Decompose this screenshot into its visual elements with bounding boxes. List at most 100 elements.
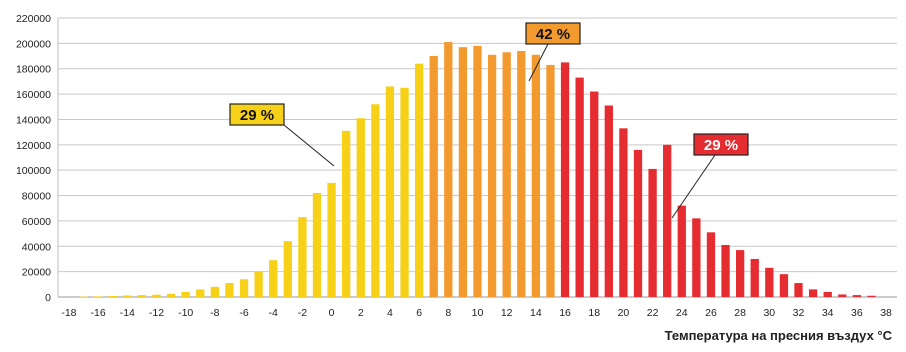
bar <box>400 87 409 297</box>
y-tick-labels: 0 20000 40000 60000 80000 100000 120000 140000 1… <box>16 13 51 304</box>
bars <box>79 42 876 298</box>
y-tick-label: 60000 <box>22 216 51 228</box>
y-tick-label: 40000 <box>22 241 51 253</box>
bar <box>677 205 686 297</box>
bar <box>414 63 424 298</box>
bar <box>429 56 438 297</box>
bar <box>852 295 862 297</box>
y-tick-label: 0 <box>45 292 51 304</box>
bar <box>356 118 365 297</box>
bar <box>473 45 482 298</box>
bar <box>487 54 497 298</box>
bar <box>137 295 147 297</box>
x-tick-label: 34 <box>822 307 834 319</box>
callout-box <box>693 133 749 156</box>
bar <box>867 295 876 297</box>
bar <box>604 105 613 297</box>
bar <box>108 295 117 297</box>
callout-box <box>525 22 581 45</box>
x-tick-label: 32 <box>793 307 805 319</box>
x-tick-label: 28 <box>734 307 746 319</box>
bar <box>254 271 263 297</box>
bar <box>808 289 818 297</box>
bar <box>239 279 249 297</box>
x-tick-label: 16 <box>559 307 571 319</box>
x-tick-label: 6 <box>416 307 422 319</box>
bar <box>765 267 774 297</box>
bar <box>283 241 292 297</box>
y-tick-label: 100000 <box>16 165 51 177</box>
callout-leader-line <box>283 124 335 167</box>
x-tick-labels: -18 -16 -14 -12 -10 -8 -6 -4 -2 0 2 4 6 8 10 12 14 16 18 20… <box>61 307 892 319</box>
y-tick-label: 160000 <box>16 89 51 101</box>
bar <box>648 168 657 297</box>
x-tick-label: 10 <box>472 307 484 319</box>
bar <box>152 294 161 297</box>
callout-leader-line <box>671 154 716 219</box>
bar <box>721 245 730 297</box>
bar <box>371 104 380 298</box>
bar <box>444 42 453 297</box>
x-tick-label: 2 <box>358 307 364 319</box>
bar <box>327 182 336 297</box>
x-tick-label: 0 <box>329 307 335 319</box>
x-tick-label: 24 <box>676 307 688 319</box>
bar <box>560 62 570 297</box>
x-tick-label: -10 <box>178 307 193 319</box>
bar <box>779 274 789 297</box>
bar <box>181 291 190 297</box>
x-tick-label: 22 <box>647 307 659 319</box>
x-tick-label: -6 <box>239 307 248 319</box>
x-tick-label: 38 <box>880 307 892 319</box>
bar <box>210 286 220 297</box>
y-tick-label: 220000 <box>16 13 51 25</box>
bar <box>546 64 555 297</box>
y-tick-label: 20000 <box>22 267 51 279</box>
bar <box>517 50 526 297</box>
bar <box>458 47 468 297</box>
x-tick-label: 18 <box>588 307 600 319</box>
bar <box>663 144 672 297</box>
bar <box>735 250 745 297</box>
x-tick-label: -18 <box>61 307 76 319</box>
bar <box>123 295 132 297</box>
bar <box>342 130 351 297</box>
bar <box>692 218 701 297</box>
bar <box>619 128 628 297</box>
x-tick-label: 30 <box>763 307 775 319</box>
x-tick-label: 8 <box>445 307 451 319</box>
y-tick-label: 80000 <box>22 191 51 203</box>
x-tick-label: 26 <box>705 307 717 319</box>
bar <box>312 193 322 297</box>
x-tick-label: -14 <box>120 307 135 319</box>
bar <box>575 77 584 297</box>
bar <box>794 283 803 297</box>
callout-percentage-label: 29 % <box>240 107 274 124</box>
x-tick-label: -2 <box>298 307 307 319</box>
bar <box>196 289 205 297</box>
bar <box>633 149 643 297</box>
x-tick-label: 14 <box>530 307 542 319</box>
x-tick-label: 36 <box>851 307 863 319</box>
x-tick-label: 4 <box>387 307 393 319</box>
bar <box>93 296 103 297</box>
x-tick-label: 20 <box>618 307 630 319</box>
callout-percentage-label: 42 % <box>536 26 570 43</box>
y-tick-label: 140000 <box>16 114 51 126</box>
bar <box>79 296 88 298</box>
bar <box>706 232 716 297</box>
percentage-callouts: 29 % 42 % 29 % <box>229 22 749 219</box>
bar <box>385 86 395 298</box>
bar <box>531 54 541 298</box>
y-tick-label: 180000 <box>16 64 51 76</box>
bar <box>823 291 832 297</box>
x-tick-label: -16 <box>91 307 106 319</box>
x-tick-label: -12 <box>149 307 164 319</box>
y-tick-label: 200000 <box>16 38 51 50</box>
bar <box>225 283 234 297</box>
callout-leader-line <box>528 43 549 82</box>
callout-box <box>229 103 285 126</box>
y-tick-label: 120000 <box>16 140 51 152</box>
x-axis-label: Температура на пресния въздух °C <box>664 328 892 343</box>
